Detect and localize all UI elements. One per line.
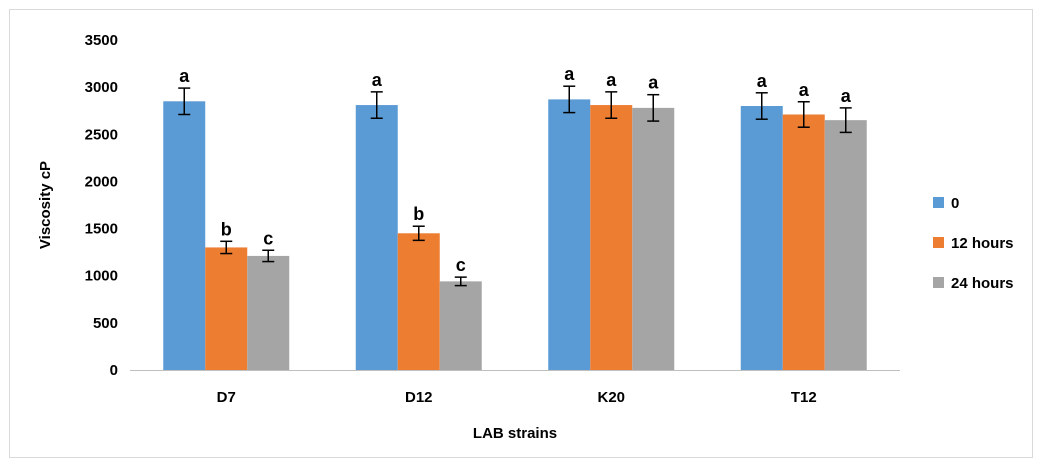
error-bar (412, 225, 425, 242)
bar (590, 105, 633, 371)
bar (439, 281, 482, 370)
bars-layer (163, 99, 867, 371)
bar (205, 247, 248, 370)
significance-labels-layer: a b c a b c a a a a a a (179, 64, 852, 275)
error-bar (797, 101, 810, 128)
error-bar (370, 91, 383, 120)
y-tick-label: 2500 (85, 126, 118, 143)
y-tick-label: 2000 (85, 173, 118, 190)
chart-frame (9, 9, 1033, 458)
y-tick-label: 3000 (85, 79, 118, 96)
significance-label: a (799, 80, 810, 100)
x-tick-label: K20 (597, 389, 625, 406)
error-bars-layer (178, 85, 852, 287)
y-axis: 0 500 1000 1500 2000 2500 3000 3500 (85, 32, 118, 379)
y-tick-label: 1000 (85, 268, 118, 285)
error-bar (647, 93, 660, 122)
error-bar (605, 91, 618, 120)
bar (355, 105, 398, 371)
legend-swatch (933, 197, 944, 208)
bar (632, 107, 675, 370)
y-axis-title: Viscosity cP (37, 161, 54, 249)
y-tick-label: 500 (93, 315, 118, 332)
y-tick-label: 3500 (85, 32, 118, 49)
y-tick-label: 0 (110, 362, 118, 379)
significance-label: a (372, 70, 383, 90)
error-bar (220, 240, 233, 255)
x-tick-label: D7 (217, 389, 236, 406)
significance-label: c (263, 228, 273, 248)
significance-label: c (456, 255, 466, 275)
legend-swatch (933, 237, 944, 248)
legend-label: 12 hours (951, 235, 1014, 252)
error-bar (454, 276, 467, 287)
legend-item: 12 hours (933, 235, 1014, 252)
x-axis: D7 D12 K20 T12 (130, 370, 900, 406)
bar (824, 120, 867, 371)
significance-label: a (841, 86, 852, 106)
significance-label: a (648, 73, 659, 93)
x-tick-label: T12 (791, 389, 817, 406)
legend-item: 24 hours (933, 275, 1014, 292)
y-tick-label: 1500 (85, 221, 118, 238)
error-bar (563, 85, 576, 114)
bar (740, 106, 783, 370)
significance-label: a (606, 70, 617, 90)
x-tick-label: D12 (405, 389, 433, 406)
bar (548, 99, 591, 371)
error-bar (262, 249, 275, 263)
legend-label: 0 (951, 195, 959, 212)
legend: 0 12 hours 24 hours (933, 195, 1014, 292)
error-bar (839, 107, 852, 134)
legend-swatch (933, 277, 944, 288)
x-axis-title: LAB strains (473, 425, 557, 442)
bar (247, 255, 290, 370)
legend-label: 24 hours (951, 275, 1014, 292)
significance-label: a (757, 71, 768, 91)
error-bar (755, 92, 768, 120)
legend-item: 0 (933, 195, 959, 212)
significance-label: a (564, 64, 575, 84)
bar (782, 114, 825, 370)
significance-label: b (413, 204, 424, 224)
bar (163, 101, 206, 371)
significance-label: b (221, 219, 232, 239)
error-bar (178, 87, 191, 116)
bar (397, 233, 440, 370)
significance-label: a (179, 66, 190, 86)
